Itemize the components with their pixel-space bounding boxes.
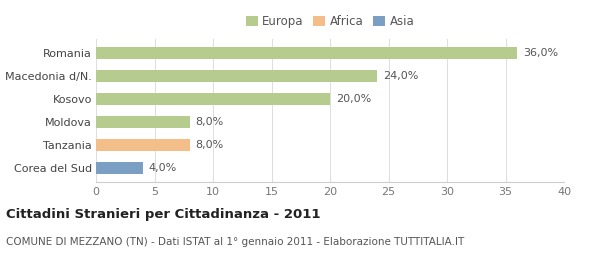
Bar xyxy=(96,47,517,58)
Bar xyxy=(96,162,143,174)
Text: 24,0%: 24,0% xyxy=(383,71,418,81)
Text: COMUNE DI MEZZANO (TN) - Dati ISTAT al 1° gennaio 2011 - Elaborazione TUTTITALIA: COMUNE DI MEZZANO (TN) - Dati ISTAT al 1… xyxy=(6,237,464,246)
Text: 4,0%: 4,0% xyxy=(149,163,177,173)
Text: 36,0%: 36,0% xyxy=(523,48,558,58)
Bar xyxy=(96,139,190,151)
Text: 20,0%: 20,0% xyxy=(336,94,371,104)
Text: Cittadini Stranieri per Cittadinanza - 2011: Cittadini Stranieri per Cittadinanza - 2… xyxy=(6,208,320,221)
Bar xyxy=(96,93,330,105)
Bar xyxy=(96,116,190,128)
Bar xyxy=(96,70,377,82)
Text: 8,0%: 8,0% xyxy=(196,117,224,127)
Legend: Europa, Africa, Asia: Europa, Africa, Asia xyxy=(244,12,416,30)
Text: 8,0%: 8,0% xyxy=(196,140,224,150)
